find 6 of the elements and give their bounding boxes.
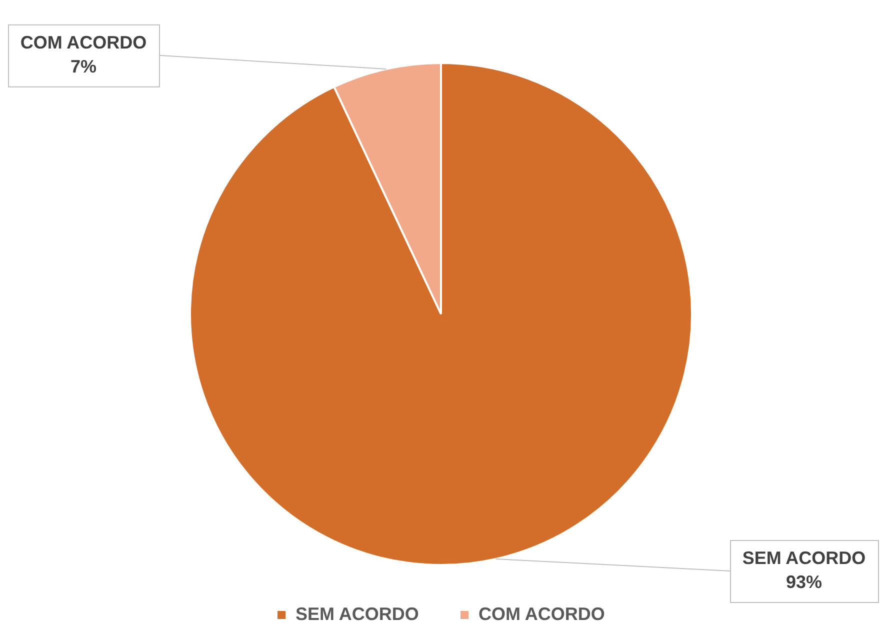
data-label: 7% bbox=[70, 56, 97, 76]
data-label: 93% bbox=[786, 572, 822, 592]
legend-label: SEM ACORDO bbox=[296, 604, 419, 624]
slice-label: SEM ACORDO bbox=[742, 548, 866, 568]
slice-label: COM ACORDO bbox=[20, 32, 147, 52]
legend-label: COM ACORDO bbox=[478, 604, 605, 624]
